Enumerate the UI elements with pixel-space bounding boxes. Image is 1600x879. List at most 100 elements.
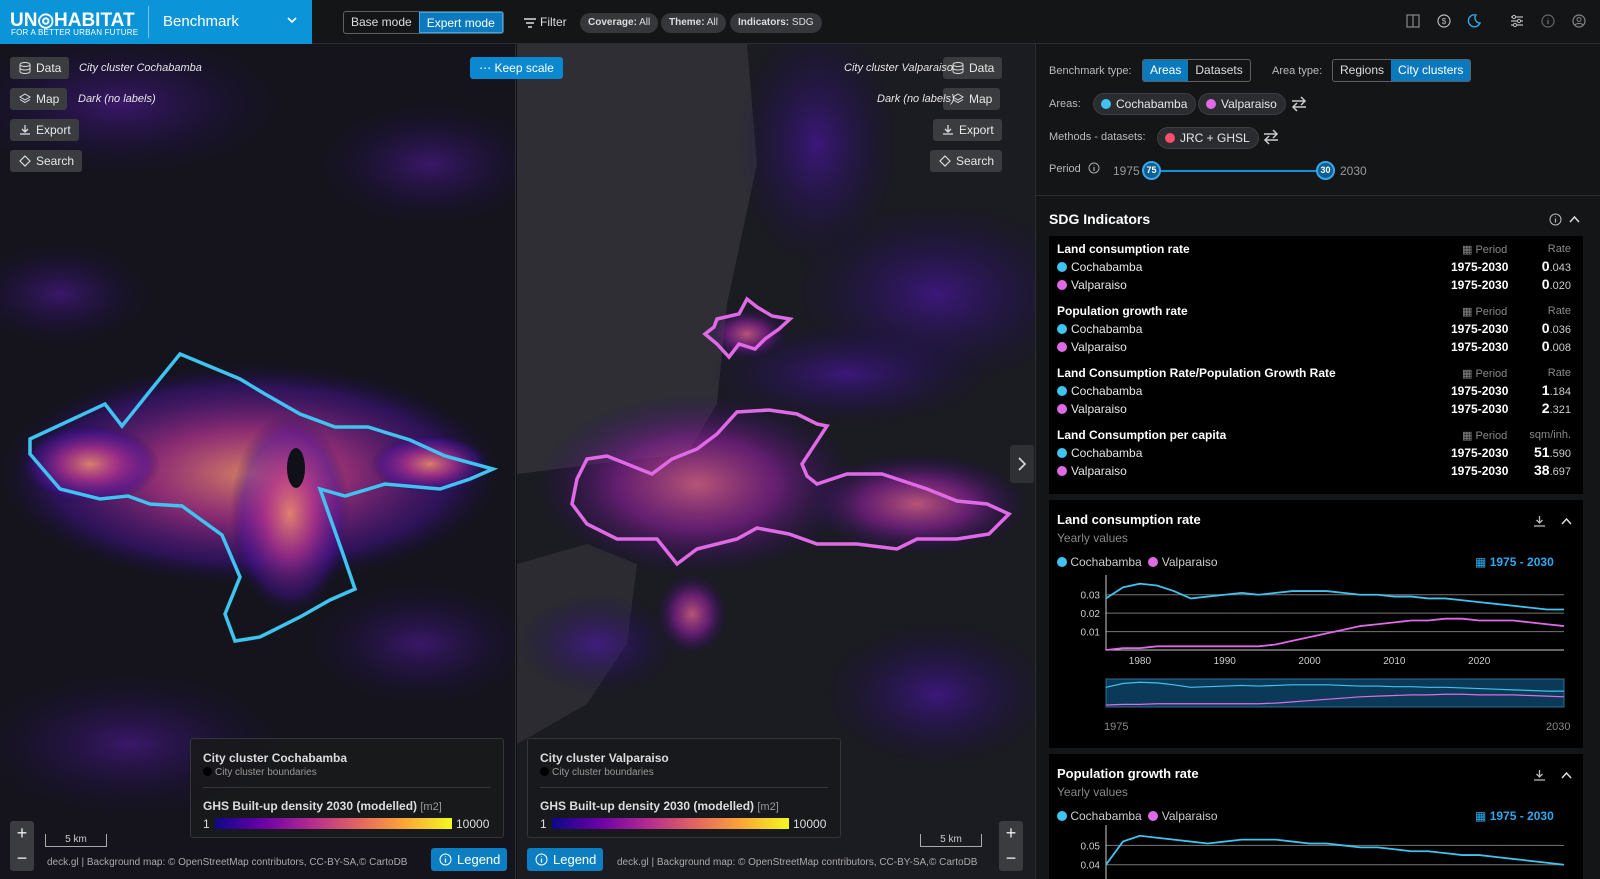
chip-key: Indicators: <box>738 17 790 28</box>
section-selector[interactable]: Benchmark <box>163 13 239 30</box>
time-brush[interactable] <box>1105 678 1565 708</box>
chevron-up-icon[interactable] <box>1561 517 1572 526</box>
coverage-chip[interactable]: Coverage: All <box>580 13 659 33</box>
boundary-swatch <box>540 767 549 776</box>
expert-mode-button[interactable]: Expert mode <box>418 12 503 33</box>
legend-button-left[interactable]: Legend <box>431 848 507 871</box>
legend-divider <box>203 787 491 788</box>
filter-button[interactable]: Filter <box>524 15 567 29</box>
area-pill-cochabamba[interactable]: Cochabamba <box>1093 93 1197 115</box>
benchmark-type-label: Benchmark type: <box>1049 65 1132 77</box>
period-value: 1975-2030 <box>1451 464 1509 478</box>
indicators-chip[interactable]: Indicators: SDG <box>730 13 822 33</box>
info-icon[interactable] <box>1541 14 1555 28</box>
export-button[interactable]: Export <box>10 119 79 141</box>
legend-label: Cochabamba <box>1070 809 1142 823</box>
zoom-in-button[interactable]: + <box>1005 823 1017 843</box>
chevron-up-icon[interactable] <box>1561 771 1572 780</box>
datasets-button[interactable]: Datasets <box>1195 63 1243 77</box>
cochabamba-boundary[interactable] <box>28 351 499 643</box>
settings-sliders-icon[interactable] <box>1510 14 1524 28</box>
export-button[interactable]: Export <box>933 119 1002 141</box>
swap-icon[interactable] <box>1289 95 1309 113</box>
info-icon[interactable] <box>1088 162 1100 174</box>
period-end-handle[interactable]: 30 <box>1316 161 1335 180</box>
map-button-label: Map <box>36 92 60 106</box>
city-clusters-button[interactable]: City clusters <box>1391 60 1471 81</box>
zoom-out-button[interactable]: − <box>16 848 28 868</box>
collapse-panel-button[interactable] <box>1010 445 1034 483</box>
legend-min: 1 <box>203 817 210 831</box>
swap-icon[interactable] <box>1261 128 1281 146</box>
area-label: City cluster Cochabamba <box>79 62 202 74</box>
legend-button-label: Legend <box>553 852 597 867</box>
method-pill[interactable]: JRC + GHSL <box>1157 127 1259 149</box>
un-habitat-logo[interactable]: UN◎HABITAT <box>10 10 135 31</box>
zoom-out-button[interactable]: − <box>1005 848 1017 868</box>
date-range[interactable]: ▦ 1975 - 2030 <box>1475 809 1554 823</box>
y-tick-label: 0.02 <box>1081 609 1101 620</box>
map-left[interactable]: Data City cluster Cochabamba Map Dark (n… <box>0 44 516 879</box>
indicator-row: Valparaiso <box>1057 464 1127 478</box>
indicator-value: 0.020 <box>1541 276 1571 292</box>
valparaiso-boundary-main[interactable] <box>570 408 1013 567</box>
chip-key: Theme: <box>669 17 705 28</box>
search-button[interactable]: Search <box>930 150 1003 172</box>
color-dot <box>1057 404 1067 414</box>
chevron-down-icon[interactable] <box>287 15 297 25</box>
basemap-label: Dark (no labels) <box>877 93 955 105</box>
benchmark-type-toggle: Areas Datasets <box>1142 59 1251 82</box>
indicator-value-decimals: .036 <box>1549 324 1571 336</box>
search-button[interactable]: Search <box>10 150 83 172</box>
regions-button[interactable]: Regions <box>1340 63 1385 77</box>
data-button[interactable]: Data <box>10 57 70 79</box>
info-icon[interactable] <box>1549 213 1562 226</box>
area-type-label: Area type: <box>1272 65 1323 77</box>
indicator-value-decimals: .020 <box>1549 280 1571 292</box>
indicator-value-decimals: .008 <box>1549 342 1571 354</box>
legend-button-right[interactable]: Legend <box>527 848 603 871</box>
indicator-row: Cochabamba <box>1057 260 1142 274</box>
map-button[interactable]: Map <box>10 88 68 110</box>
keep-scale-label: Keep scale <box>494 61 554 75</box>
chip-key: Coverage: <box>588 17 637 28</box>
base-mode-button[interactable]: Base mode <box>351 15 412 29</box>
chevron-up-icon[interactable] <box>1569 215 1580 224</box>
axis <box>1105 575 1564 651</box>
info-icon <box>535 853 548 866</box>
layers-icon <box>952 93 964 104</box>
valparaiso-boundary-north[interactable] <box>702 296 794 360</box>
download-icon[interactable] <box>1533 515 1546 528</box>
map-right[interactable]: Data City cluster Valparaiso Map Dark (n… <box>517 44 1035 879</box>
period-value: 1975-2030 <box>1451 446 1509 460</box>
legend-variable-label: GHS Built-up density 2030 (modelled) <box>540 799 755 813</box>
zoom-in-button[interactable]: + <box>16 823 28 843</box>
section-title: SDG Indicators <box>1049 211 1151 227</box>
color-dot <box>1206 99 1216 109</box>
population-growth-line-chart[interactable]: 0.05 0.04 <box>1049 824 1583 879</box>
area-name: Cochabamba <box>1071 384 1143 398</box>
unit-header: sqm/inh. <box>1529 429 1571 441</box>
mode-toggle: Base mode Expert mode <box>343 11 504 34</box>
date-range[interactable]: ▦ 1975 - 2030 <box>1475 555 1554 569</box>
period-slider-track[interactable] <box>1153 170 1326 172</box>
split-view-icon[interactable] <box>1406 14 1420 28</box>
currency-icon[interactable]: $ <box>1437 14 1451 28</box>
dark-mode-icon[interactable] <box>1467 14 1481 28</box>
map-button[interactable]: Map <box>943 88 1001 110</box>
theme-chip[interactable]: Theme: All <box>661 13 726 33</box>
x-tick-label: 1980 <box>1129 656 1152 667</box>
data-button[interactable]: Data <box>943 57 1003 79</box>
download-icon <box>20 125 30 135</box>
area-label: City cluster Valparaiso <box>844 62 954 74</box>
download-icon[interactable] <box>1533 769 1546 782</box>
areas-button[interactable]: Areas <box>1143 60 1189 81</box>
indicator-value: 51.590 <box>1534 444 1571 460</box>
keep-scale-button[interactable]: ⋯ Keep scale <box>470 57 563 79</box>
user-icon[interactable] <box>1572 14 1586 28</box>
legend-label: Valparaiso <box>1161 809 1218 823</box>
period-value: 1975-2030 <box>1451 322 1509 336</box>
area-pill-valparaiso[interactable]: Valparaiso <box>1198 93 1286 115</box>
period-start-handle[interactable]: 75 <box>1142 161 1161 180</box>
land-consumption-line-chart[interactable]: 0.03 0.02 0.01 1980 1990 2000 2010 2020 <box>1049 570 1583 730</box>
